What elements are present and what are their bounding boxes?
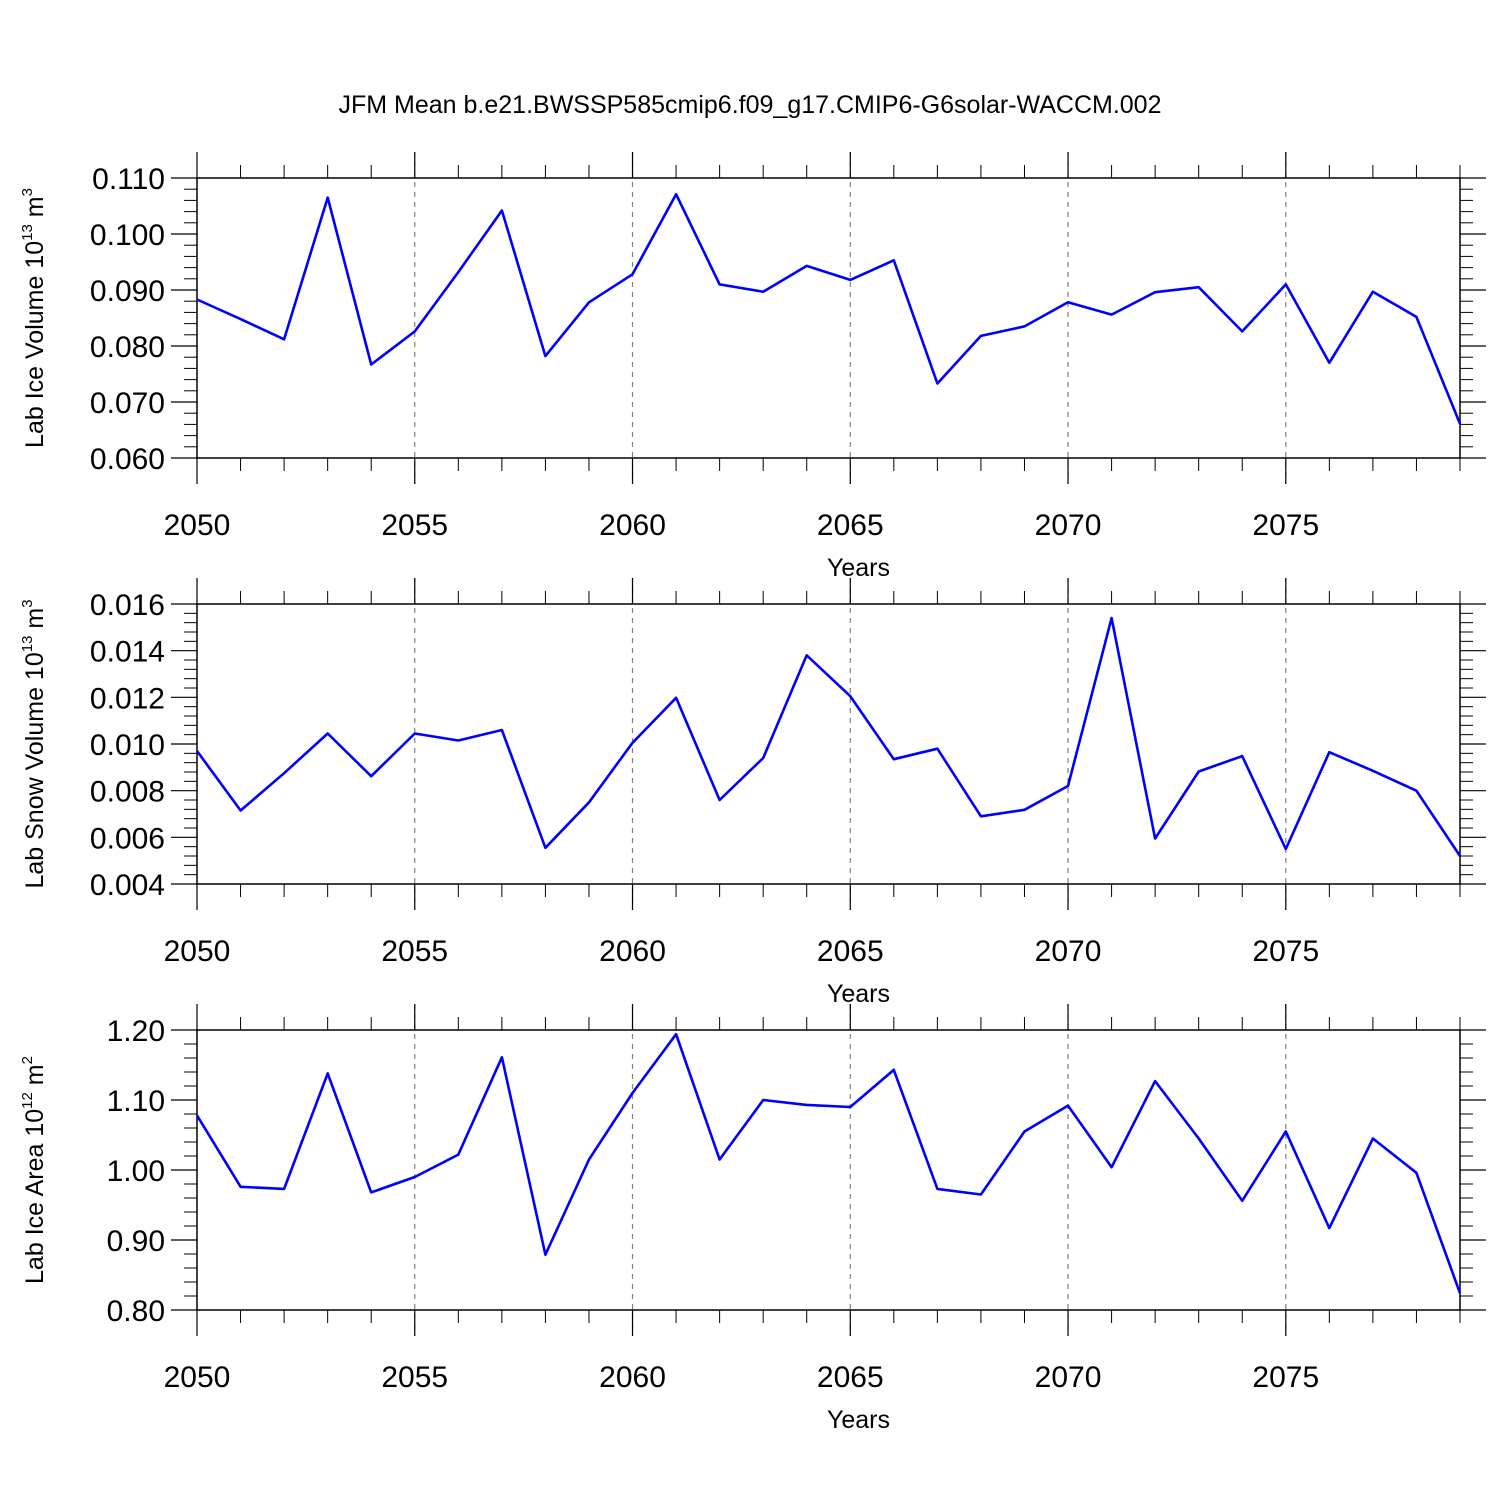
- chart-panel-2: 0.004 0.006 0.008 0.010 0.012 0.014 0.016 2050 2…: [19, 578, 1486, 1008]
- y-tick-label: 0.100: [90, 219, 165, 252]
- x-tick-label: 2075: [1252, 509, 1319, 542]
- chart-panels: 0.060 0.070 0.080 0.090 0.100 0.110 2050 2055 20…: [19, 152, 1486, 1434]
- y-tick-label: 0.004: [90, 869, 165, 902]
- x-tick-label: 2050: [164, 935, 231, 968]
- x-tick-label: 2065: [817, 509, 884, 542]
- y-axis-label: Lab Snow Volume 1013 m3: [19, 599, 49, 888]
- y-tick-label: 0.090: [90, 275, 165, 308]
- x-tick-label: 2070: [1035, 1361, 1102, 1394]
- x-tick-label: 2055: [381, 509, 448, 542]
- x-tick-label: 2060: [599, 935, 666, 968]
- plot-frame: [196, 1029, 1461, 1311]
- chart-panel-1: 0.060 0.070 0.080 0.090 0.100 0.110 2050 2055 20…: [19, 152, 1486, 582]
- y-tick-label: 1.20: [107, 1015, 165, 1048]
- chart-panel-3: 0.80 0.90 1.00 1.10 1.20 2050 2055 2060 2065 2070…: [19, 1004, 1486, 1434]
- y-tick-label: 0.006: [90, 822, 165, 855]
- x-tick-label: 2055: [381, 935, 448, 968]
- x-tick-label: 2075: [1252, 935, 1319, 968]
- y-axis-label: Lab Ice Volume 1013 m3: [19, 188, 49, 448]
- y-tick-label: 0.016: [90, 589, 165, 622]
- x-axis-label: Years: [827, 554, 890, 582]
- y-tick-label: 0.014: [90, 636, 165, 669]
- x-tick-label: 2055: [381, 1361, 448, 1394]
- plot-frame: [196, 177, 1461, 459]
- x-tick-label: 2050: [164, 1361, 231, 1394]
- x-tick-label: 2065: [817, 1361, 884, 1394]
- y-tick-label: 0.012: [90, 682, 165, 715]
- y-tick-label: 0.110: [92, 163, 165, 196]
- figure-title: JFM Mean b.e21.BWSSP585cmip6.f09_g17.CMI…: [338, 91, 1161, 119]
- x-tick-label: 2060: [599, 1361, 666, 1394]
- data-line-lab-ice-area: [195, 1032, 1462, 1294]
- x-tick-label: 2070: [1035, 509, 1102, 542]
- y-tick-label: 0.080: [90, 331, 165, 364]
- x-axis-label: Years: [827, 1406, 890, 1434]
- y-tick-label: 1.10: [107, 1085, 165, 1118]
- x-tick-label: 2070: [1035, 935, 1102, 968]
- y-tick-label: 0.80: [107, 1295, 165, 1328]
- x-tick-label: 2075: [1252, 1361, 1319, 1394]
- x-axis-label: Years: [827, 980, 890, 1008]
- data-line-lab-snow-volume: [195, 616, 1462, 857]
- x-tick-label: 2065: [817, 935, 884, 968]
- y-tick-label: 0.008: [90, 776, 165, 809]
- y-tick-label: 0.010: [90, 729, 165, 762]
- y-tick-label: 1.00: [107, 1155, 165, 1188]
- y-axis-label: Lab Ice Area 1012 m2: [19, 1056, 49, 1284]
- y-tick-label: 0.90: [107, 1225, 165, 1258]
- plot-frame: [196, 603, 1461, 885]
- data-line-lab-ice-volume: [196, 192, 1462, 425]
- y-tick-label: 0.060: [90, 443, 165, 476]
- x-tick-label: 2050: [164, 509, 231, 542]
- x-tick-label: 2060: [599, 509, 666, 542]
- y-tick-label: 0.070: [90, 387, 165, 420]
